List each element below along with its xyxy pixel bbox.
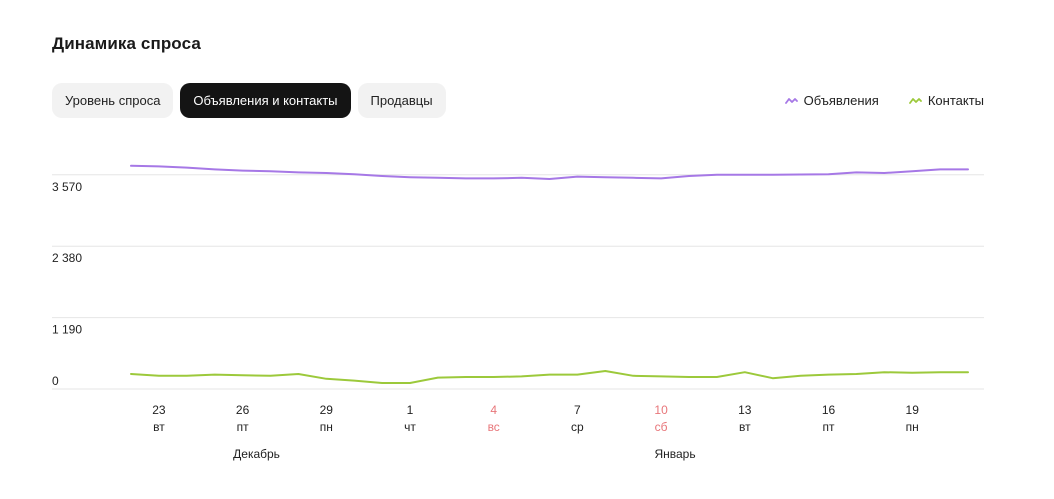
x-tick-day: 4 (490, 403, 497, 417)
legend-label-contacts: Контакты (927, 93, 984, 108)
x-tick-day: 13 (738, 403, 752, 417)
x-tick-day: 23 (152, 403, 166, 417)
y-tick-label: 1 190 (52, 323, 82, 337)
tab-listings-contacts[interactable]: Объявления и контакты (180, 83, 351, 118)
x-tick-weekday: пт (237, 420, 249, 434)
month-label: Январь (654, 447, 695, 461)
wave-icon (784, 97, 798, 104)
x-tick-day: 10 (654, 403, 668, 417)
x-tick-weekday: вт (153, 420, 165, 434)
x-tick-weekday: вт (739, 420, 751, 434)
x-tick-day: 16 (822, 403, 836, 417)
month-label: Декабрь (233, 447, 280, 461)
x-tick-weekday: сб (655, 420, 668, 434)
tab-group: Уровень спроса Объявления и контакты Про… (52, 83, 446, 118)
chart-legend: Объявления Контакты (784, 93, 984, 108)
tab-demand-level[interactable]: Уровень спроса (52, 83, 174, 118)
legend-label-listings: Объявления (803, 93, 879, 108)
y-tick-label: 3 570 (52, 180, 82, 194)
legend-item-listings[interactable]: Объявления (784, 93, 879, 108)
x-tick-day: 1 (407, 403, 414, 417)
x-tick-weekday: ср (571, 420, 584, 434)
x-tick-day: 29 (320, 403, 334, 417)
series-line-listings (130, 164, 969, 180)
x-tick-day: 26 (236, 403, 250, 417)
x-tick-day: 7 (574, 403, 581, 417)
page-title: Динамика спроса (52, 34, 201, 53)
x-tick-weekday: пт (823, 420, 835, 434)
legend-item-contacts[interactable]: Контакты (908, 93, 984, 108)
x-tick-weekday: пн (906, 420, 919, 434)
x-tick-day: 19 (906, 403, 920, 417)
y-tick-label: 2 380 (52, 251, 82, 265)
tab-sellers[interactable]: Продавцы (357, 83, 446, 118)
x-tick-weekday: вс (488, 420, 500, 434)
x-tick-weekday: чт (404, 420, 416, 434)
y-tick-label: 0 (52, 374, 59, 388)
series-line-contacts (130, 370, 969, 384)
x-tick-weekday: пн (320, 420, 333, 434)
wave-icon (908, 97, 922, 104)
